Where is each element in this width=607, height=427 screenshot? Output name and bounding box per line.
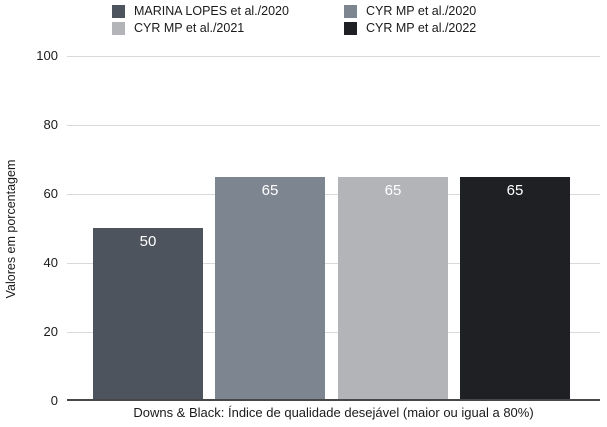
y-axis-title: Valores em porcentagem: [4, 159, 18, 299]
legend-swatch-icon: [112, 21, 125, 35]
y-axis-tick-label: 80: [43, 117, 58, 132]
y-axis-tick-label: 40: [43, 255, 58, 270]
legend-item: CYR MP et al./2022: [344, 21, 476, 35]
legend-item: MARINA LOPES et al./2020: [112, 4, 289, 18]
bar-cyr-mp-2021: 65: [338, 177, 448, 401]
y-axis-tick-label: 0: [50, 393, 58, 408]
y-axis-tick-label: 100: [36, 48, 58, 63]
gridline: [67, 332, 600, 333]
legend-label: CYR MP et al./2021: [134, 21, 245, 35]
plot-area: 50 65 65 65: [67, 56, 600, 401]
x-axis-line: [67, 399, 600, 401]
legend-item: CYR MP et al./2021: [112, 21, 244, 35]
bar-value-label: 65: [506, 182, 524, 199]
gridline: [67, 263, 600, 264]
bar-cyr-mp-2020: 65: [215, 177, 325, 401]
gridline: [67, 56, 600, 57]
legend-label: CYR MP et al./2020: [366, 4, 477, 18]
y-axis-tick-label: 60: [43, 186, 58, 201]
legend-item: CYR MP et al./2020: [344, 4, 476, 18]
legend-label: MARINA LOPES et al./2020: [134, 4, 289, 18]
bar-marina-lopes-2020: 50: [93, 228, 203, 401]
gridline: [67, 125, 600, 126]
legend-swatch-icon: [344, 4, 357, 18]
gridline: [67, 194, 600, 195]
legend-label: CYR MP et al./2022: [366, 21, 477, 35]
bar-value-label: 65: [261, 182, 279, 199]
bar-value-label: 65: [384, 182, 402, 199]
bar-value-label: 50: [139, 233, 157, 250]
bar-cyr-mp-2022: 65: [460, 177, 570, 401]
y-axis-tick-label: 20: [43, 324, 58, 339]
x-axis-title: Downs & Black: Índice de qualidade desej…: [133, 405, 534, 420]
legend-swatch-icon: [112, 4, 125, 18]
legend-swatch-icon: [344, 21, 357, 35]
